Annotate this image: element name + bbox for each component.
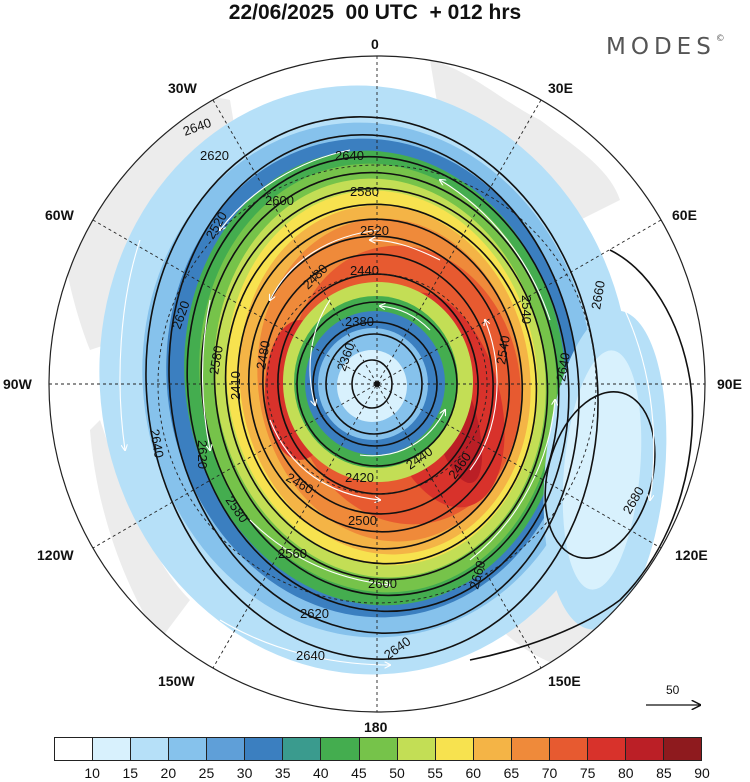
contour-label: 2640 bbox=[335, 148, 364, 163]
reference-vector-label: 50 bbox=[666, 683, 680, 697]
contour-label: 2540 bbox=[519, 295, 534, 324]
colorbar-segment bbox=[435, 738, 474, 760]
colorbar-segment bbox=[625, 738, 664, 760]
contour-label: 2640 bbox=[147, 428, 167, 459]
contour-label: 2640 bbox=[553, 351, 573, 382]
contour-label: 2560 bbox=[278, 546, 307, 561]
lon-label-180: 180 bbox=[364, 719, 388, 735]
colorbar-tick-label: 15 bbox=[122, 765, 139, 781]
colorbar-tick-label: 25 bbox=[198, 765, 215, 781]
contour-label: 2620 bbox=[300, 606, 329, 621]
colorbar-segment bbox=[473, 738, 512, 760]
contour-label: 2640 bbox=[296, 648, 325, 663]
colorbar-segment bbox=[245, 738, 284, 760]
colorbar-segment bbox=[169, 738, 208, 760]
colorbar-tick-label: 65 bbox=[503, 765, 520, 781]
contour-label: 2580 bbox=[350, 184, 379, 199]
colorbar-segment bbox=[93, 738, 132, 760]
brand-mark: © bbox=[715, 34, 725, 44]
colorbar-segment bbox=[587, 738, 626, 760]
colorbar-segment bbox=[55, 738, 94, 760]
colorbar bbox=[54, 737, 702, 761]
colorbar-segment bbox=[397, 738, 436, 760]
colorbar-tick-label: 60 bbox=[465, 765, 482, 781]
lon-label-60e: 60E bbox=[672, 207, 697, 223]
colorbar-tick-label: 10 bbox=[84, 765, 100, 781]
contour-layer bbox=[145, 116, 694, 661]
contour-label: 2580 bbox=[206, 344, 226, 375]
contour-label: 2500 bbox=[348, 513, 377, 528]
lon-label-90e: 90E bbox=[717, 376, 742, 392]
colorbar-segment bbox=[321, 738, 360, 760]
colorbar-tick-label: 90 bbox=[694, 765, 710, 781]
contour-label: 2480 bbox=[253, 339, 273, 370]
lon-label-150w: 150W bbox=[158, 673, 195, 689]
contour-label: 2600 bbox=[265, 193, 294, 208]
contour-label: 2660 bbox=[588, 279, 608, 310]
colorbar-tick-label: 70 bbox=[541, 765, 558, 781]
graticule bbox=[49, 56, 705, 712]
lon-label-30w: 30W bbox=[168, 80, 197, 96]
lon-label-120w: 120W bbox=[37, 547, 74, 563]
map-title: 22/06/2025 00 UTC + 012 hrs bbox=[228, 1, 522, 24]
colorbar-segment bbox=[511, 738, 550, 760]
colorbar-segment bbox=[131, 738, 170, 760]
colorbar-segment bbox=[207, 738, 246, 760]
contour-label: 2410 bbox=[228, 371, 243, 400]
colorbar-segment bbox=[664, 738, 702, 760]
streamline-layer bbox=[119, 149, 655, 665]
colorbar-tick-label: 45 bbox=[351, 765, 367, 781]
lon-label-0: 0 bbox=[371, 36, 379, 52]
colorbar-tick-label: 20 bbox=[160, 765, 177, 781]
contour-label: 2520 bbox=[360, 223, 389, 238]
colorbar-segment bbox=[549, 738, 588, 760]
contour-label: 2600 bbox=[368, 576, 397, 591]
lon-label-60w: 60W bbox=[45, 207, 74, 223]
colorbar-tick-label: 80 bbox=[617, 765, 634, 781]
lon-label-120e: 120E bbox=[675, 547, 708, 563]
colorbar-tick-label: 55 bbox=[427, 765, 443, 781]
lon-label-90w: 90W bbox=[3, 376, 32, 392]
colorbar-tick-label: 40 bbox=[313, 765, 329, 781]
contour-label: 2660 bbox=[466, 559, 488, 591]
colorbar-tick-label: 85 bbox=[656, 765, 672, 781]
map-border bbox=[48, 55, 706, 713]
colorbar-segment bbox=[283, 738, 322, 760]
contour-label: 2540 bbox=[493, 334, 513, 365]
contour-label: 2380 bbox=[345, 314, 374, 329]
contour-label: 2620 bbox=[200, 148, 229, 163]
modes-logo: MODES© bbox=[606, 34, 725, 60]
colorbar-tick-label: 30 bbox=[236, 765, 253, 781]
brand-text: MODES bbox=[606, 34, 716, 60]
colorbar-tick-label: 35 bbox=[274, 765, 291, 781]
colorbar-tick-label: 75 bbox=[579, 765, 596, 781]
lon-label-150e: 150E bbox=[548, 673, 581, 689]
pole-marker bbox=[374, 381, 380, 387]
colorbar-segment bbox=[359, 738, 398, 760]
contour-label: 2620 bbox=[195, 440, 210, 469]
colorbar-tick-label: 50 bbox=[389, 765, 405, 781]
lon-label-30e: 30E bbox=[548, 80, 573, 96]
contour-label: 2420 bbox=[345, 470, 374, 485]
contour-label: 2440 bbox=[350, 263, 379, 278]
